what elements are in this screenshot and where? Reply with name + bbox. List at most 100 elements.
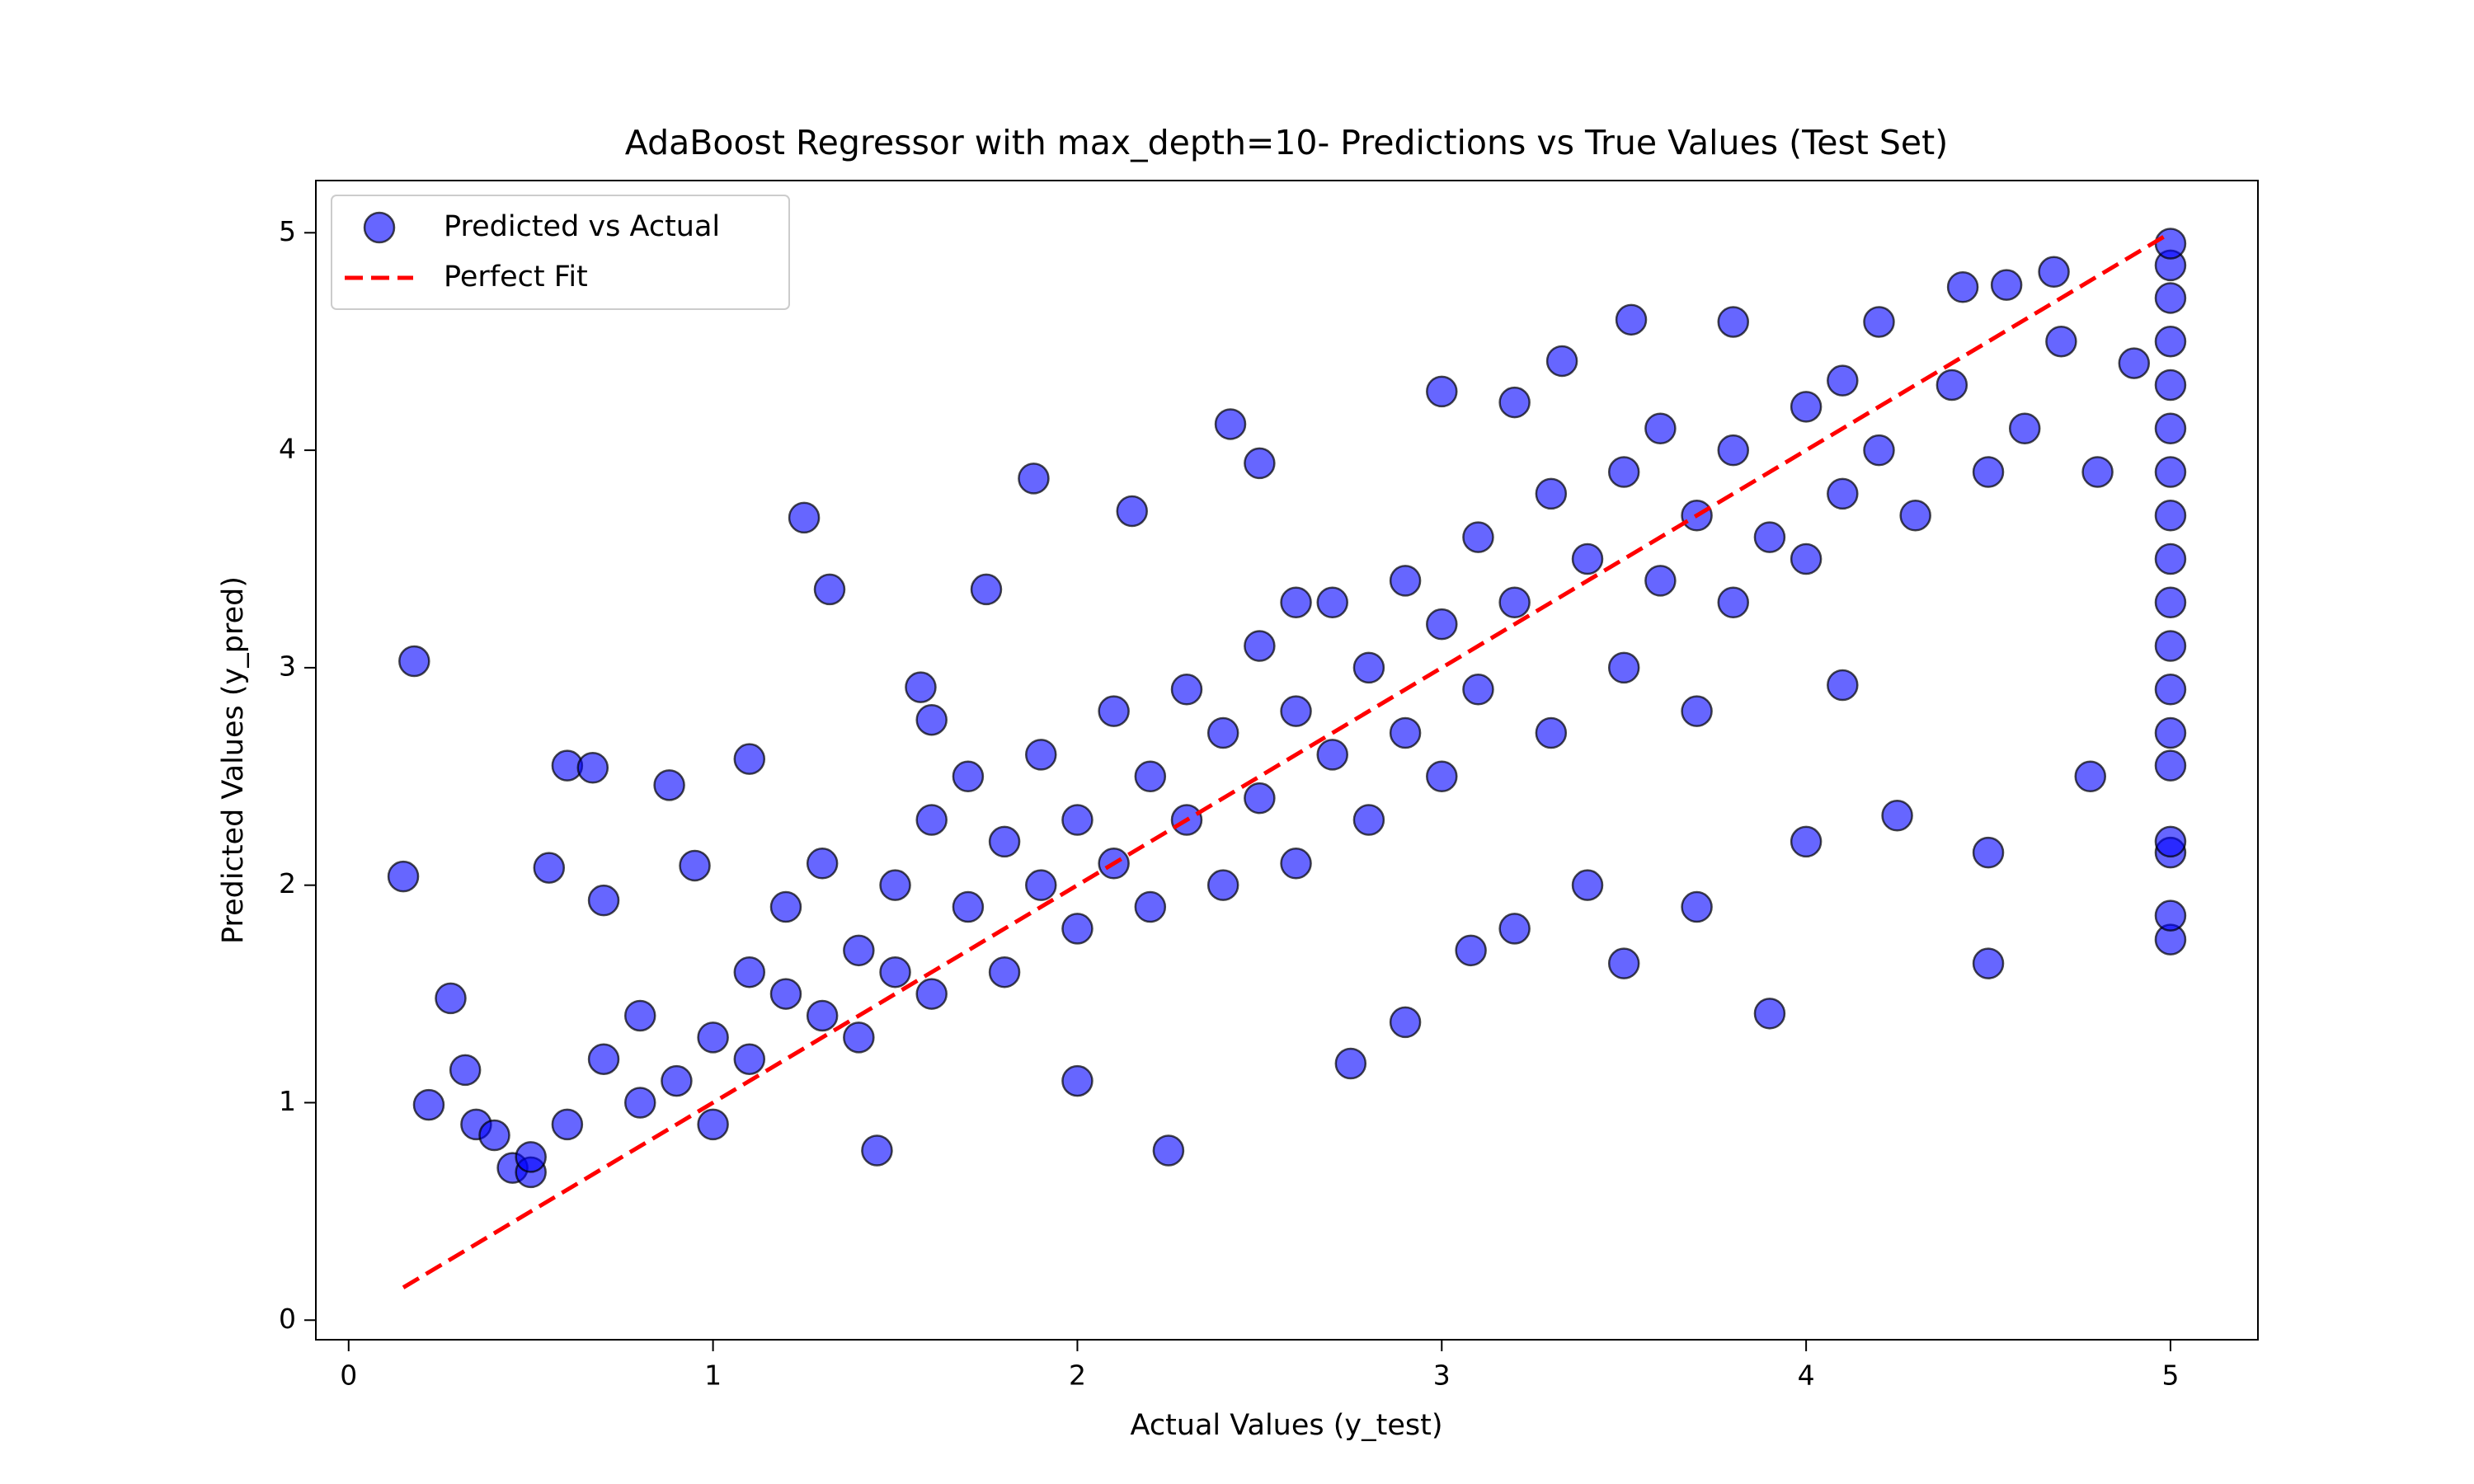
- scatter-point: [1152, 1134, 1185, 1167]
- scatter-point: [1972, 456, 2005, 488]
- scatter-point: [1863, 434, 1895, 467]
- scatter-point: [1753, 998, 1786, 1030]
- scatter-point: [1134, 890, 1167, 923]
- scatter-point: [1389, 1006, 1422, 1039]
- scatter-point: [2154, 282, 2187, 314]
- scatter-point: [551, 1108, 584, 1141]
- x-axis-label: Actual Values (y_test): [1131, 1409, 1443, 1442]
- scatter-point: [623, 999, 656, 1032]
- scatter-point: [1571, 869, 1604, 901]
- scatter-point: [843, 934, 875, 967]
- scatter-point: [1972, 947, 2005, 979]
- scatter-point: [879, 869, 911, 901]
- scatter-point: [697, 1108, 729, 1141]
- scatter-point: [988, 825, 1021, 858]
- scatter-point: [1316, 739, 1348, 771]
- scatter-point: [952, 890, 985, 923]
- scatter-point: [2081, 456, 2114, 488]
- scatter-point: [769, 890, 802, 923]
- scatter-series: [387, 228, 2187, 1189]
- scatter-point: [653, 769, 685, 801]
- scatter-point: [1352, 651, 1385, 684]
- scatter-point: [1206, 716, 1239, 749]
- scatter-point: [952, 760, 985, 793]
- x-tick-label: 4: [1798, 1360, 1815, 1392]
- scatter-point: [2154, 369, 2187, 402]
- scatter-point: [576, 751, 609, 784]
- scatter-point: [1061, 913, 1094, 945]
- scatter-point: [2008, 412, 2041, 444]
- scatter-point: [1018, 463, 1050, 495]
- scatter-point: [2154, 749, 2187, 782]
- scatter-point: [2074, 760, 2107, 793]
- scatter-point: [1426, 375, 1458, 408]
- scatter-point: [1607, 456, 1640, 488]
- scatter-point: [915, 804, 948, 836]
- scatter-point: [515, 1141, 547, 1173]
- legend-label: Perfect Fit: [444, 261, 588, 294]
- scatter-point: [2154, 825, 2187, 858]
- scatter-point: [769, 978, 802, 1010]
- scatter-point: [1790, 542, 1823, 575]
- scatter-point: [1280, 695, 1312, 727]
- scatter-point: [623, 1087, 656, 1119]
- scatter-point: [449, 1054, 482, 1087]
- scatter-point: [733, 956, 766, 989]
- scatter-point: [587, 1043, 620, 1075]
- scatter-point: [1498, 586, 1531, 619]
- scatter-point: [412, 1088, 445, 1121]
- scatter-point: [1352, 804, 1385, 836]
- scatter-point: [988, 956, 1021, 989]
- scatter-point: [661, 1064, 693, 1097]
- scatter-point: [1717, 306, 1750, 338]
- scatter-point: [788, 501, 821, 534]
- scatter-point: [1214, 408, 1247, 440]
- scatter-point: [1244, 447, 1276, 480]
- scatter-point: [1116, 495, 1148, 528]
- scatter-point: [1827, 364, 1859, 397]
- scatter-point: [2154, 456, 2187, 488]
- scatter-point: [1607, 947, 1640, 979]
- scatter-point: [1607, 651, 1640, 684]
- y-tick-label: 1: [279, 1085, 296, 1117]
- scatter-point: [2118, 347, 2151, 379]
- scatter-point: [1061, 804, 1094, 836]
- x-tick-label: 5: [2161, 1360, 2179, 1392]
- scatter-point: [398, 645, 430, 678]
- scatter-point: [1389, 716, 1422, 749]
- scatter-point: [2154, 542, 2187, 575]
- scatter-point: [1498, 386, 1531, 419]
- scatter-point: [1498, 913, 1531, 945]
- scatter-point: [2154, 674, 2187, 706]
- chart-title: AdaBoost Regressor with max_depth=10- Pr…: [625, 123, 1948, 162]
- scatter-point: [1134, 760, 1167, 793]
- scatter-point: [387, 860, 420, 893]
- scatter-point: [1426, 760, 1458, 793]
- scatter-point: [1972, 836, 2005, 869]
- scatter-point: [1025, 739, 1057, 771]
- y-tick-label: 4: [279, 433, 296, 465]
- scatter-point: [1280, 848, 1312, 880]
- scatter-point: [1244, 782, 1276, 815]
- scatter-point: [1334, 1047, 1367, 1080]
- scatter-point: [2045, 325, 2077, 358]
- scatter-point: [1170, 674, 1203, 706]
- scatter-point: [1455, 934, 1487, 967]
- scatter-point: [813, 573, 846, 606]
- x-tick-label: 2: [1069, 1360, 1086, 1392]
- scatter-point: [1571, 542, 1604, 575]
- scatter-point: [1863, 306, 1895, 338]
- scatter-point: [1644, 565, 1677, 597]
- scatter-point: [1946, 271, 1979, 303]
- scatter-point: [1881, 800, 1913, 832]
- scatter-point: [2038, 256, 2070, 289]
- scatter-point: [1389, 565, 1422, 597]
- scatter-point: [2154, 499, 2187, 532]
- legend-box: [331, 195, 790, 310]
- scatter-point: [1644, 412, 1677, 444]
- scatter-point: [1990, 269, 2023, 301]
- scatter-point: [1545, 345, 1578, 378]
- scatter-point: [1681, 695, 1713, 727]
- scatter-point: [1426, 608, 1458, 641]
